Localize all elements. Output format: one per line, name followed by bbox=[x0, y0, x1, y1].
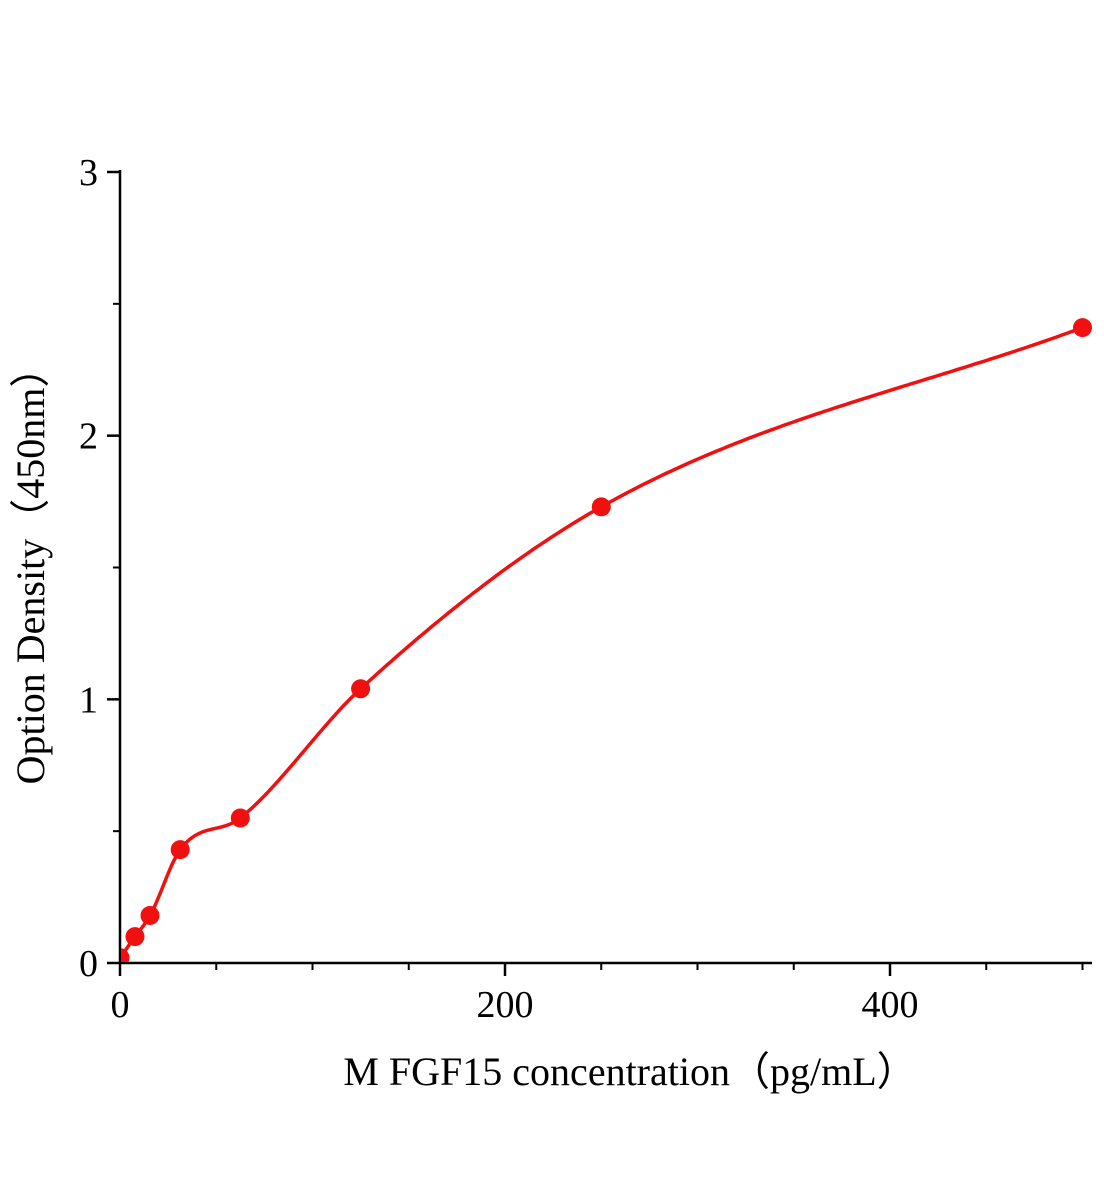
y-tick-label: 2 bbox=[79, 416, 98, 458]
data-point bbox=[1073, 318, 1092, 338]
data-points bbox=[121, 318, 1092, 962]
x-axis-title: M FGF15 concentration（pg/mL） bbox=[343, 1049, 916, 1094]
x-tick-label: 0 bbox=[111, 984, 130, 1026]
y-tick-label: 0 bbox=[79, 943, 98, 985]
y-axis: 0 1 2 3 bbox=[79, 152, 122, 985]
data-point bbox=[230, 808, 250, 828]
data-point bbox=[121, 948, 130, 962]
x-tick-label: 400 bbox=[862, 984, 919, 1026]
y-tick-label: 1 bbox=[79, 679, 98, 721]
series bbox=[121, 318, 1092, 962]
y-ticks bbox=[107, 170, 120, 965]
data-point bbox=[140, 906, 160, 925]
data-point bbox=[591, 497, 611, 517]
x-axis: 0 200 400 bbox=[111, 961, 1092, 1026]
data-point bbox=[125, 927, 145, 947]
fit-curve bbox=[121, 325, 1084, 959]
x-tick-labels: 0 200 400 bbox=[111, 984, 919, 1026]
data-point bbox=[170, 840, 190, 860]
x-ticks bbox=[118, 963, 1084, 976]
data-point bbox=[351, 679, 371, 699]
x-tick-label: 200 bbox=[477, 984, 534, 1026]
y-tick-labels: 0 1 2 3 bbox=[79, 152, 98, 985]
y-axis-title: Option Density（450nm） bbox=[8, 348, 53, 785]
y-tick-label: 3 bbox=[79, 152, 98, 194]
